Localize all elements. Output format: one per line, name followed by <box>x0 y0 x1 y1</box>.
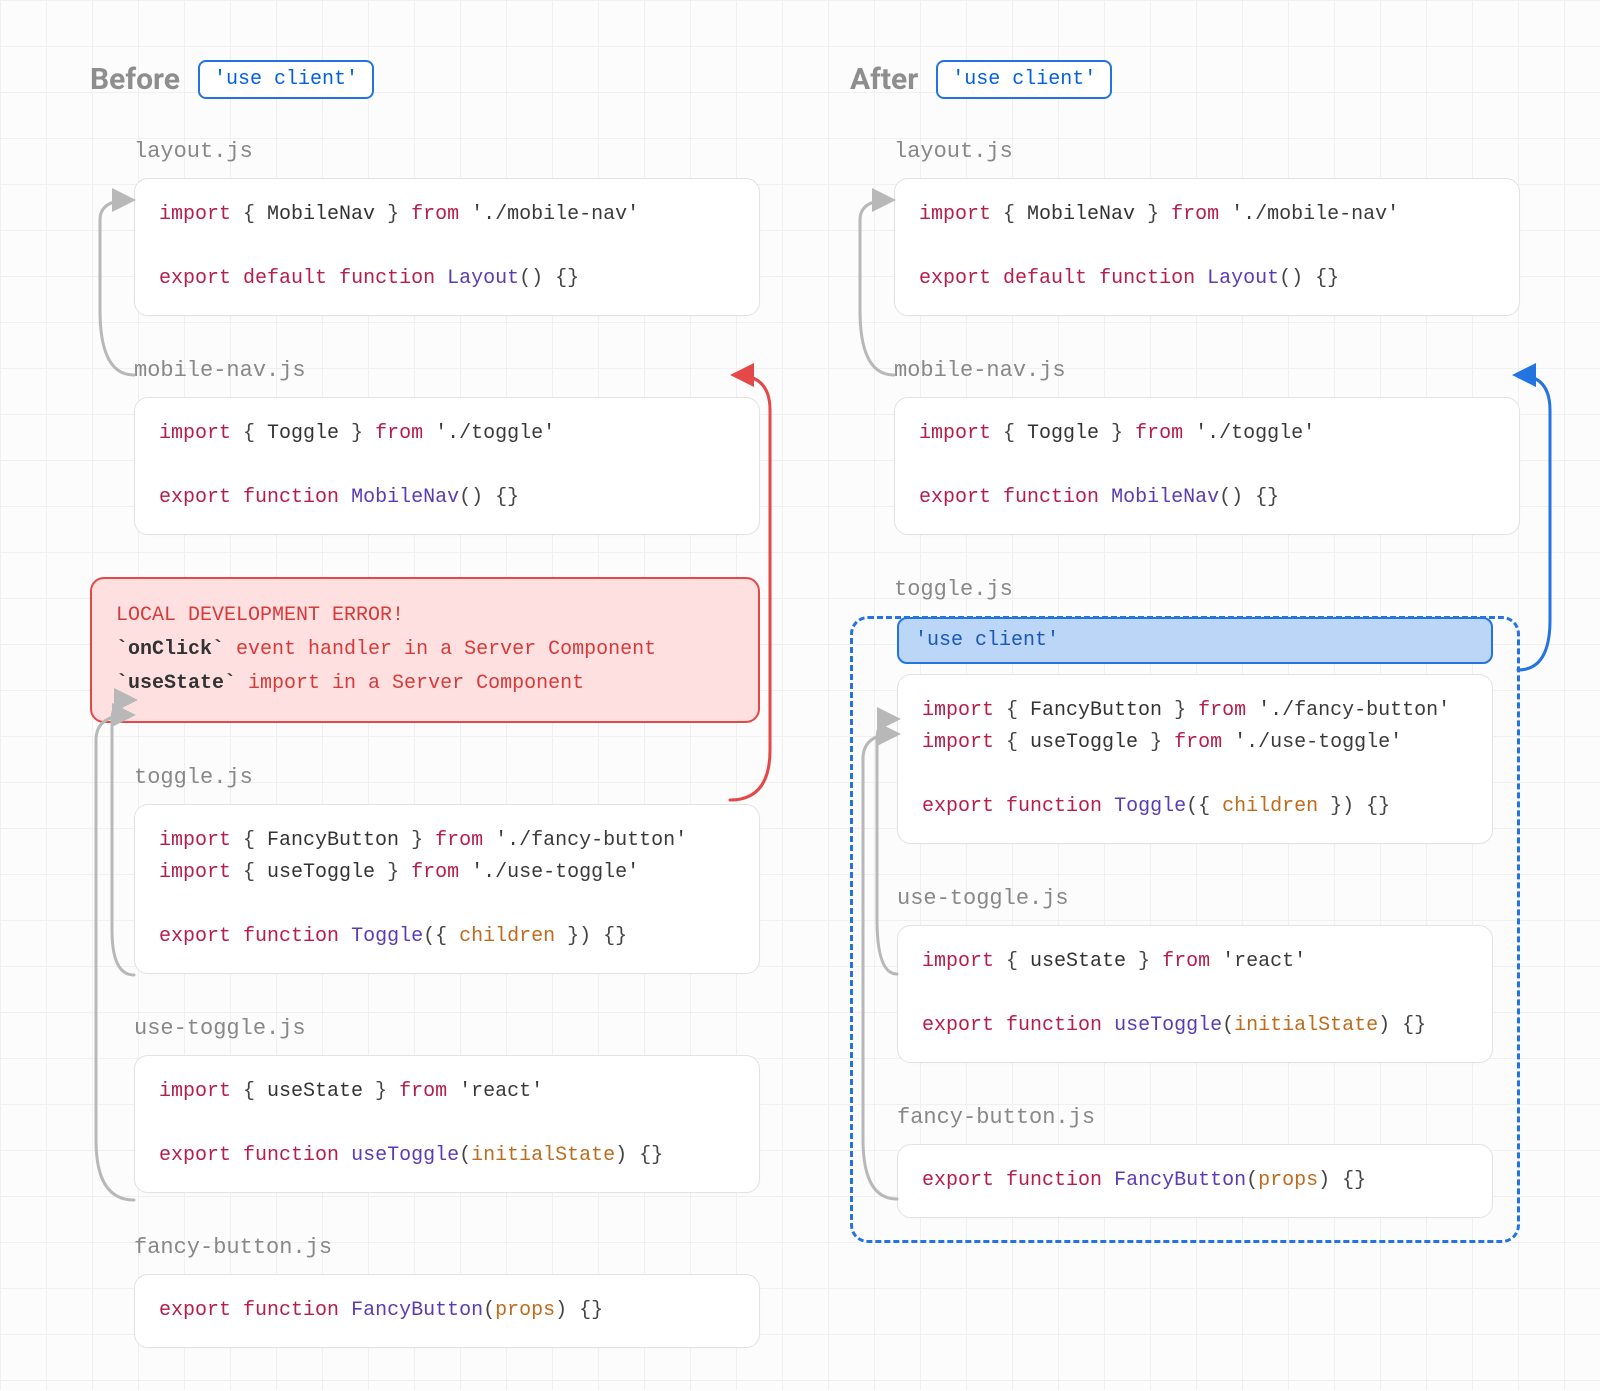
error-title: LOCAL DEVELOPMENT ERROR! <box>116 599 734 633</box>
code-box: import { useState } from 'react' export … <box>897 925 1493 1063</box>
file-label: fancy-button.js <box>134 1235 760 1260</box>
code-box: import { MobileNav } from './mobile-nav'… <box>894 178 1520 316</box>
after-use-toggle-block: use-toggle.js import { useState } from '… <box>853 886 1517 1063</box>
before-header: Before 'use client' <box>90 60 760 99</box>
before-use-toggle-block: use-toggle.js import { useState } from '… <box>90 1016 760 1193</box>
error-box: LOCAL DEVELOPMENT ERROR! `onClick` event… <box>90 577 760 723</box>
kw-import: import <box>159 203 231 226</box>
code-box: export function FancyButton(props) {} <box>134 1274 760 1348</box>
before-column: Before 'use client' layout.js import { M… <box>90 60 760 1390</box>
code-box: import { FancyButton } from './fancy-but… <box>897 674 1493 844</box>
code-box: export function FancyButton(props) {} <box>897 1144 1493 1218</box>
after-heading: After <box>850 62 918 97</box>
client-boundary-group: 'use client' import { FancyButton } from… <box>850 616 1520 1243</box>
code-box: import { useState } from 'react' export … <box>134 1055 760 1193</box>
code-box: import { Toggle } from './toggle' export… <box>134 397 760 535</box>
file-label: use-toggle.js <box>134 1016 760 1041</box>
before-fancy-button-block: fancy-button.js export function FancyBut… <box>90 1235 760 1348</box>
arrow-toggle-to-mobile-blue <box>1518 375 1550 670</box>
after-fancy-button-block: fancy-button.js export function FancyBut… <box>853 1105 1517 1218</box>
use-client-directive-inline: 'use client' <box>897 617 1493 664</box>
file-label: toggle.js <box>894 577 1520 602</box>
file-label: fancy-button.js <box>897 1105 1517 1130</box>
after-column: After 'use client' layout.js import { Mo… <box>850 60 1520 1243</box>
before-layout-block: layout.js import { MobileNav } from './m… <box>90 139 760 316</box>
file-label: layout.js <box>894 139 1520 164</box>
before-mobile-nav-block: mobile-nav.js import { Toggle } from './… <box>90 358 760 535</box>
file-label: mobile-nav.js <box>134 358 760 383</box>
file-label: mobile-nav.js <box>894 358 1520 383</box>
before-heading: Before <box>90 62 180 97</box>
code-box: import { MobileNav } from './mobile-nav'… <box>134 178 760 316</box>
after-toggle-block: import { FancyButton } from './fancy-but… <box>853 674 1517 844</box>
file-label: layout.js <box>134 139 760 164</box>
use-client-badge: 'use client' <box>198 60 374 99</box>
code-box: import { Toggle } from './toggle' export… <box>894 397 1520 535</box>
file-label: toggle.js <box>134 765 760 790</box>
after-mobile-nav-block: mobile-nav.js import { Toggle } from './… <box>850 358 1520 535</box>
file-label: use-toggle.js <box>897 886 1517 911</box>
error-block: LOCAL DEVELOPMENT ERROR! `onClick` event… <box>90 577 760 723</box>
code-box: import { FancyButton } from './fancy-but… <box>134 804 760 974</box>
after-toggle-label-block: toggle.js <box>850 577 1520 602</box>
before-toggle-block: toggle.js import { FancyButton } from '.… <box>90 765 760 974</box>
after-header: After 'use client' <box>850 60 1520 99</box>
after-layout-block: layout.js import { MobileNav } from './m… <box>850 139 1520 316</box>
use-client-badge: 'use client' <box>936 60 1112 99</box>
